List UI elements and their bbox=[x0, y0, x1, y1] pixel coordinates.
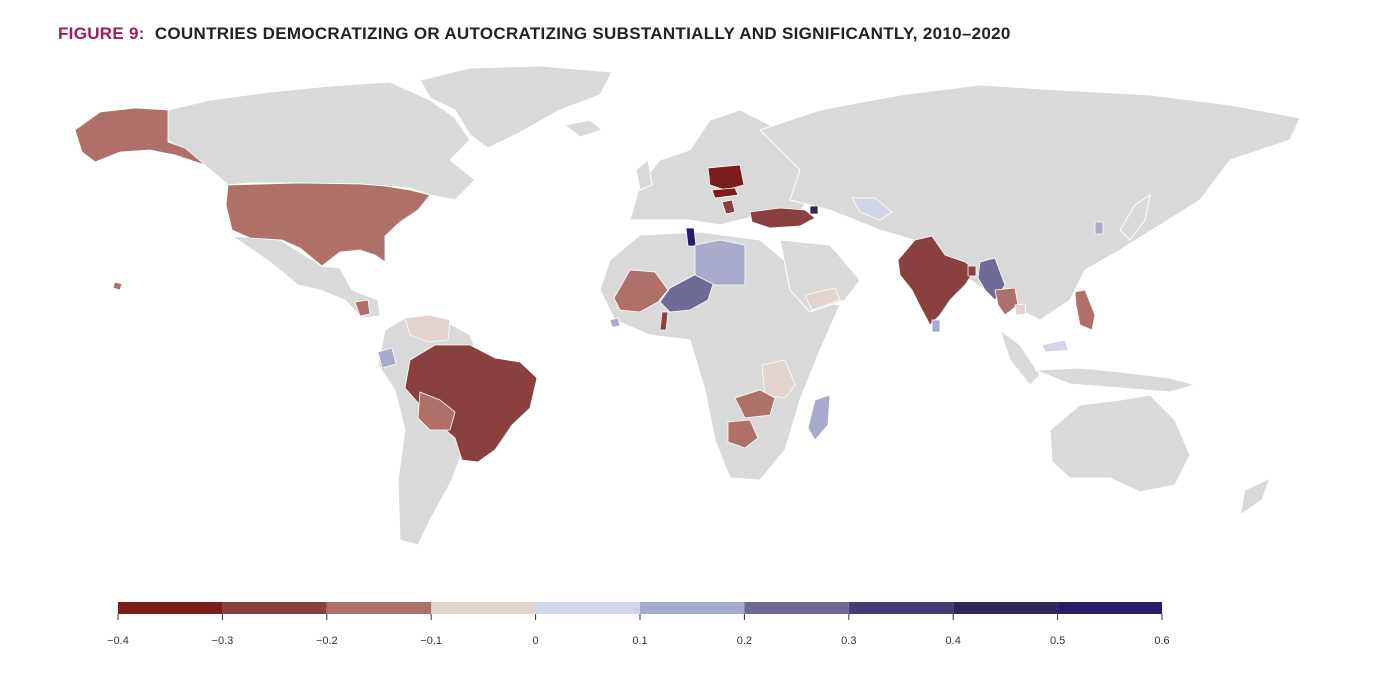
country-poland bbox=[707, 164, 745, 191]
legend-bin bbox=[1057, 602, 1162, 614]
country-venezuela bbox=[404, 314, 451, 343]
legend-bins bbox=[118, 602, 1162, 614]
legend-tick-label: 0.3 bbox=[841, 635, 856, 647]
legend-bin bbox=[431, 602, 536, 614]
country-nicaragua bbox=[354, 299, 371, 317]
country-philippines bbox=[1074, 289, 1096, 331]
country-zambia bbox=[734, 389, 776, 419]
country-malaysia bbox=[1041, 339, 1069, 353]
country-bangladesh bbox=[967, 265, 977, 277]
country-india bbox=[897, 235, 976, 326]
country-kyrgyzstan bbox=[851, 197, 893, 221]
figure-number: FIGURE 9: bbox=[58, 24, 145, 43]
legend-bin bbox=[640, 602, 745, 614]
country-bolivia bbox=[417, 391, 456, 431]
figure-title-text: COUNTRIES DEMOCRATIZING OR AUTOCRATIZING… bbox=[154, 24, 1011, 43]
country-benin bbox=[659, 311, 669, 331]
country-libya bbox=[694, 239, 746, 286]
country-tanzania bbox=[761, 359, 796, 399]
country-yemen bbox=[804, 287, 841, 311]
legend-tick-label: 0.4 bbox=[946, 635, 961, 647]
country-turkey bbox=[749, 207, 816, 229]
legend-bin bbox=[118, 602, 223, 614]
land-australia bbox=[1049, 394, 1191, 493]
legend-tick-label: −0.2 bbox=[316, 635, 338, 647]
world-map bbox=[74, 65, 1301, 546]
land-japan bbox=[1119, 193, 1151, 241]
legend-tick-label: 0.2 bbox=[737, 635, 752, 647]
country-taiwan bbox=[1094, 221, 1104, 235]
land-arabia bbox=[779, 239, 861, 313]
land-new-zealand bbox=[1239, 477, 1271, 517]
legend-ticks: −0.4 −0.3 −0.2 −0.1 0 0.1 0.2 0.3 0.4 0.5 0.6 bbox=[107, 614, 1170, 647]
figure-title: FIGURE 9: COUNTRIES DEMOCRATIZING OR AUT… bbox=[58, 24, 1011, 44]
country-layer bbox=[74, 107, 1104, 463]
land-asia bbox=[759, 84, 1301, 321]
country-ecuador bbox=[377, 347, 397, 369]
land-uk bbox=[635, 159, 653, 191]
country-thailand bbox=[994, 287, 1019, 316]
country-united-states bbox=[225, 182, 431, 267]
legend-bin bbox=[848, 602, 954, 614]
country-sierra-leone bbox=[609, 317, 621, 328]
land-indonesia bbox=[1034, 367, 1197, 393]
legend-bin bbox=[744, 602, 849, 614]
country-sri-lanka bbox=[931, 319, 941, 333]
legend-tick-label: −0.4 bbox=[107, 635, 129, 647]
country-madagascar bbox=[807, 394, 831, 441]
legend-bin bbox=[953, 602, 1058, 614]
legend-tick-label: 0.6 bbox=[1154, 635, 1169, 647]
legend-bin bbox=[326, 602, 432, 614]
legend-tick-label: −0.3 bbox=[212, 635, 234, 647]
legend-bin bbox=[222, 602, 327, 614]
legend-tick-label: 0.1 bbox=[632, 635, 647, 647]
legend-tick-label: 0.5 bbox=[1050, 635, 1065, 647]
country-serbia bbox=[721, 199, 736, 215]
country-armenia bbox=[809, 205, 819, 215]
land-iceland bbox=[563, 119, 604, 138]
land-southeast-asia bbox=[999, 328, 1041, 386]
land-greenland bbox=[419, 65, 613, 149]
legend-bin bbox=[535, 602, 640, 614]
country-botswana bbox=[727, 419, 759, 449]
land-canada bbox=[167, 81, 476, 201]
legend-tick-label: −0.1 bbox=[420, 635, 442, 647]
country-hawaii bbox=[112, 281, 123, 291]
country-mali bbox=[613, 269, 669, 313]
country-alaska bbox=[74, 107, 206, 166]
country-cambodia bbox=[1014, 303, 1027, 316]
country-hungary bbox=[711, 187, 739, 199]
legend-tick-label: 0 bbox=[533, 635, 539, 647]
